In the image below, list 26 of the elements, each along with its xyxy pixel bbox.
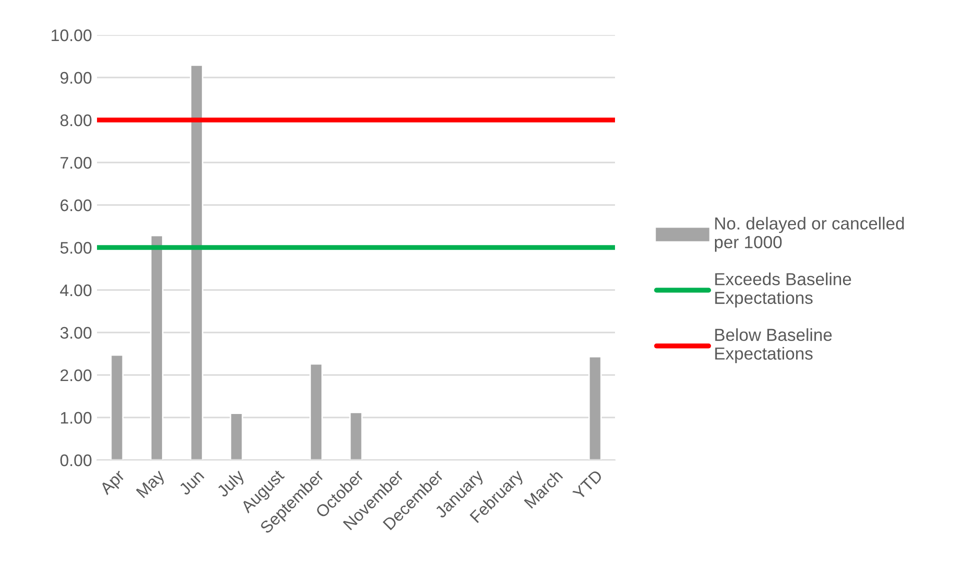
legend-label: No. delayed or cancelled per 1000 (714, 216, 904, 252)
y-tick-label: 5.00 (60, 242, 92, 254)
x-tick-label: Apr (99, 468, 128, 498)
bar (190, 64, 204, 460)
x-tick-label: July (216, 468, 248, 500)
y-tick-label: 2.00 (60, 369, 92, 382)
y-tick-label: 3.00 (60, 326, 92, 339)
bar (230, 412, 244, 460)
bar (588, 356, 602, 460)
x-tick-label: May (136, 468, 168, 501)
x-tick-label: Jun (178, 470, 205, 496)
bar (349, 412, 363, 460)
y-tick-label: 10.00 (52, 29, 92, 42)
bar (110, 354, 124, 460)
y-tick-label: 6.00 (60, 199, 92, 212)
bar (150, 234, 164, 460)
y-tick-label: 9.00 (60, 72, 92, 84)
y-tick-label: 7.00 (60, 156, 92, 169)
y-tick-label: 4.00 (60, 284, 92, 296)
y-tick-label: 8.00 (60, 114, 92, 126)
x-tick-label: YTD (572, 469, 604, 500)
bar (309, 363, 323, 460)
y-tick-label: 0.00 (60, 454, 92, 466)
legend-label: Exceeds Baseline Expectations (715, 272, 852, 308)
y-tick-label: 1.00 (60, 412, 92, 424)
legend-label: Below Baseline Expectations (715, 328, 832, 364)
